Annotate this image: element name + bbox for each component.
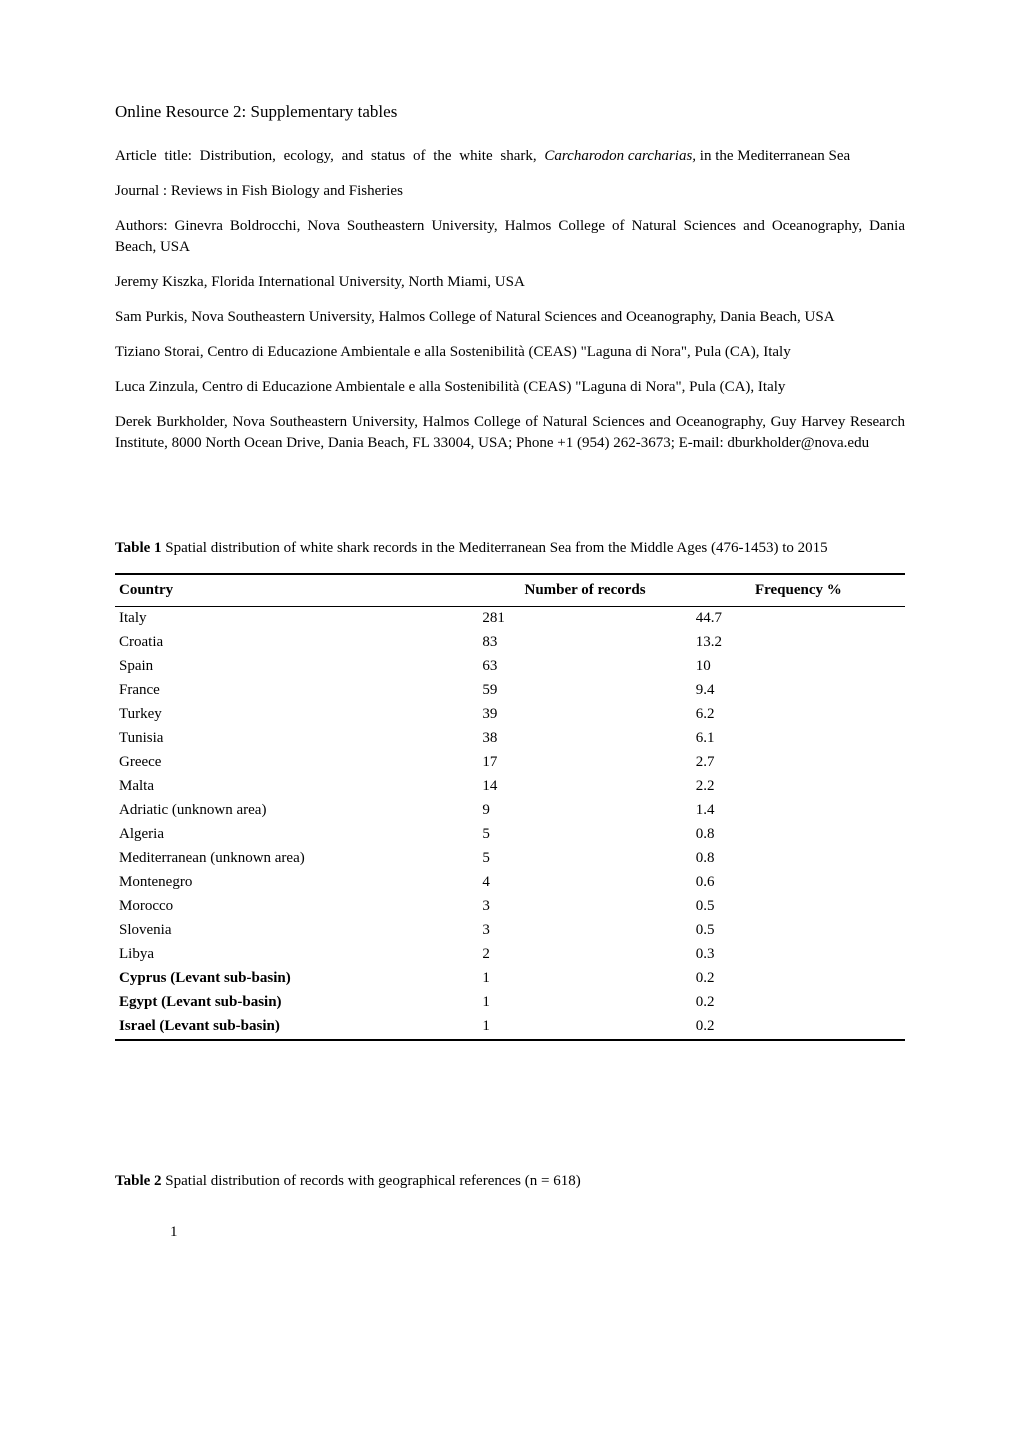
table-1: Country Number of records Frequency % It…	[115, 573, 905, 1041]
article-title-suffix: in the Mediterranean Sea	[696, 148, 850, 164]
table-cell-records: 5	[478, 823, 691, 847]
table-cell-freq: 0.2	[692, 967, 905, 991]
table-cell-country: Israel (Levant sub-basin)	[115, 1015, 478, 1040]
author-2: Jeremy Kiszka, Florida International Uni…	[115, 272, 905, 293]
table-row: Slovenia30.5	[115, 919, 905, 943]
table-cell-country: Mediterranean (unknown area)	[115, 847, 478, 871]
table-row: Tunisia386.1	[115, 727, 905, 751]
table-cell-freq: 0.2	[692, 1015, 905, 1040]
author-3: Sam Purkis, Nova Southeastern University…	[115, 307, 905, 328]
table-cell-country: Montenegro	[115, 871, 478, 895]
table-cell-country: Adriatic (unknown area)	[115, 799, 478, 823]
table-cell-country: Libya	[115, 943, 478, 967]
table-cell-country: Croatia	[115, 631, 478, 655]
table-row: Egypt (Levant sub-basin)10.2	[115, 991, 905, 1015]
table-cell-records: 59	[478, 679, 691, 703]
resource-title: Online Resource 2: Supplementary tables	[115, 100, 905, 124]
table-1-element: Country Number of records Frequency % It…	[115, 573, 905, 1041]
table-row: Adriatic (unknown area)91.4	[115, 799, 905, 823]
table-cell-country: Algeria	[115, 823, 478, 847]
table-cell-records: 3	[478, 895, 691, 919]
table-cell-records: 1	[478, 991, 691, 1015]
spacer	[115, 468, 905, 538]
table-cell-freq: 0.5	[692, 919, 905, 943]
table-cell-records: 5	[478, 847, 691, 871]
table-cell-freq: 2.2	[692, 775, 905, 799]
table-cell-records: 281	[478, 606, 691, 631]
table-row: Morocco30.5	[115, 895, 905, 919]
table-cell-country: Malta	[115, 775, 478, 799]
table-cell-records: 39	[478, 703, 691, 727]
table-row: Libya20.3	[115, 943, 905, 967]
table-cell-country: Egypt (Levant sub-basin)	[115, 991, 478, 1015]
journal-line: Journal : Reviews in Fish Biology and Fi…	[115, 181, 905, 202]
article-title-paragraph: Article title: Distribution, ecology, an…	[115, 146, 905, 167]
table-cell-country: Turkey	[115, 703, 478, 727]
table-1-header-records: Number of records	[478, 574, 691, 607]
table-cell-records: 4	[478, 871, 691, 895]
table-2-caption-text: Spatial distribution of records with geo…	[162, 1173, 581, 1189]
table-cell-freq: 0.5	[692, 895, 905, 919]
table-cell-freq: 0.8	[692, 847, 905, 871]
table-cell-freq: 1.4	[692, 799, 905, 823]
table-row: Malta142.2	[115, 775, 905, 799]
author-4: Tiziano Storai, Centro di Educazione Amb…	[115, 342, 905, 363]
table-2-label: Table 2	[115, 1173, 162, 1189]
table-cell-freq: 13.2	[692, 631, 905, 655]
page-number: 1	[115, 1222, 905, 1243]
table-cell-freq: 0.2	[692, 991, 905, 1015]
table-cell-freq: 0.6	[692, 871, 905, 895]
table-cell-freq: 10	[692, 655, 905, 679]
table-cell-country: Cyprus (Levant sub-basin)	[115, 967, 478, 991]
table-cell-records: 63	[478, 655, 691, 679]
table-cell-records: 1	[478, 967, 691, 991]
table-cell-records: 3	[478, 919, 691, 943]
table-1-caption-text: Spatial distribution of white shark reco…	[162, 540, 828, 556]
table-2-caption: Table 2 Spatial distribution of records …	[115, 1171, 905, 1192]
table-cell-country: France	[115, 679, 478, 703]
author-6: Derek Burkholder, Nova Southeastern Univ…	[115, 412, 905, 454]
table-row: Croatia8313.2	[115, 631, 905, 655]
table-1-label: Table 1	[115, 540, 162, 556]
table-row: Israel (Levant sub-basin)10.2	[115, 1015, 905, 1040]
table-cell-records: 1	[478, 1015, 691, 1040]
author-5: Luca Zinzula, Centro di Educazione Ambie…	[115, 377, 905, 398]
table-cell-country: Greece	[115, 751, 478, 775]
table-row: Turkey396.2	[115, 703, 905, 727]
table-1-header-country: Country	[115, 574, 478, 607]
table-cell-country: Tunisia	[115, 727, 478, 751]
table-cell-freq: 2.7	[692, 751, 905, 775]
table-cell-country: Spain	[115, 655, 478, 679]
table-cell-freq: 6.1	[692, 727, 905, 751]
table-row: Spain6310	[115, 655, 905, 679]
table-row: Montenegro40.6	[115, 871, 905, 895]
table-cell-records: 2	[478, 943, 691, 967]
table-row: Algeria50.8	[115, 823, 905, 847]
table-row: France599.4	[115, 679, 905, 703]
table-cell-freq: 0.3	[692, 943, 905, 967]
table-cell-freq: 44.7	[692, 606, 905, 631]
table-row: Greece172.7	[115, 751, 905, 775]
table-row: Mediterranean (unknown area)50.8	[115, 847, 905, 871]
table-cell-country: Slovenia	[115, 919, 478, 943]
table-cell-country: Italy	[115, 606, 478, 631]
table-cell-country: Morocco	[115, 895, 478, 919]
table-1-header-row: Country Number of records Frequency %	[115, 574, 905, 607]
table-cell-freq: 9.4	[692, 679, 905, 703]
table-cell-records: 83	[478, 631, 691, 655]
table-cell-freq: 6.2	[692, 703, 905, 727]
article-species-name: Carcharodon carcharias,	[544, 148, 696, 164]
table-cell-freq: 0.8	[692, 823, 905, 847]
table-row: Cyprus (Levant sub-basin)10.2	[115, 967, 905, 991]
table-cell-records: 9	[478, 799, 691, 823]
article-title-prefix: Article title: Distribution, ecology, an…	[115, 148, 544, 164]
table-1-caption: Table 1 Spatial distribution of white sh…	[115, 538, 905, 559]
table-cell-records: 38	[478, 727, 691, 751]
table-1-header-freq: Frequency %	[692, 574, 905, 607]
table-row: Italy28144.7	[115, 606, 905, 631]
spacer	[115, 1041, 905, 1171]
table-cell-records: 17	[478, 751, 691, 775]
table-cell-records: 14	[478, 775, 691, 799]
authors-line-1: Authors: Ginevra Boldrocchi, Nova Southe…	[115, 216, 905, 258]
